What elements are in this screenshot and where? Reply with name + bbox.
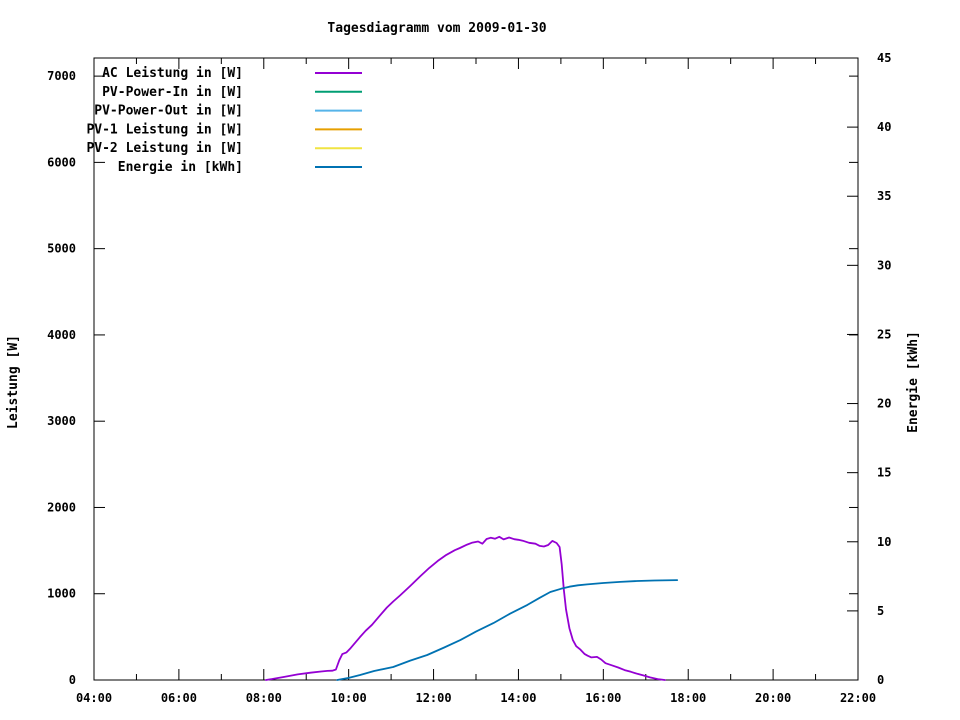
y-right-tick-label: 5 — [877, 604, 884, 618]
x-tick-label: 08:00 — [246, 691, 282, 705]
x-tick-label: 06:00 — [161, 691, 197, 705]
legend-item: PV-Power-Out in [W] — [94, 104, 362, 119]
y-left-tick-label: 6000 — [47, 155, 76, 169]
x-tick-label: 22:00 — [840, 691, 876, 705]
y-left-tick-label: 1000 — [47, 587, 76, 601]
y-left-tick-label: 0 — [69, 673, 76, 687]
legend: AC Leistung in [W] PV-Power-In in [W] PV-P… — [86, 66, 362, 175]
x-tick-label: 12:00 — [415, 691, 451, 705]
legend-label: PV-2 Leistung in [W] — [86, 141, 243, 156]
y-left-tick-label: 2000 — [47, 500, 76, 514]
legend-label: PV-1 Leistung in [W] — [86, 122, 243, 137]
y-right-tick-label: 35 — [877, 189, 891, 203]
legend-item: Energie in [kWh] — [118, 160, 362, 175]
y-right-tick-label: 15 — [877, 466, 891, 480]
y-left-tick-label: 7000 — [47, 69, 76, 83]
x-tick-label: 10:00 — [331, 691, 367, 705]
legend-label: PV-Power-In in [W] — [102, 85, 243, 100]
y-axis-left: 0 1000 2000 3000 4000 5000 6000 7000 Leistung [W… — [6, 69, 858, 687]
x-tick-label: 04:00 — [76, 691, 112, 705]
y-right-tick-label: 0 — [877, 673, 884, 687]
x-tick-label: 16:00 — [585, 691, 621, 705]
x-axis: 04:00 06:00 08:00 10:00 12:00 14:00 16:00 18:00… — [76, 58, 876, 705]
legend-label: PV-Power-Out in [W] — [94, 104, 243, 119]
y-left-tick-label: 5000 — [47, 242, 76, 256]
legend-item: PV-Power-In in [W] — [102, 85, 362, 100]
x-tick-label: 18:00 — [670, 691, 706, 705]
y-left-tick-label: 3000 — [47, 414, 76, 428]
y-right-tick-label: 10 — [877, 535, 891, 549]
y-right-tick-label: 30 — [877, 258, 891, 272]
y-right-tick-label: 25 — [877, 327, 891, 341]
legend-item: AC Leistung in [W] — [102, 66, 362, 81]
legend-item: PV-1 Leistung in [W] — [86, 122, 362, 137]
y-axis-right: 0 5 10 15 20 25 30 35 40 45 Energie [kWh] — [847, 51, 921, 687]
x-tick-label: 14:00 — [500, 691, 536, 705]
y-right-axis-label: Energie [kWh] — [906, 331, 921, 433]
y-right-tick-label: 45 — [877, 51, 891, 65]
legend-label: Energie in [kWh] — [118, 160, 243, 175]
y-right-tick-label: 20 — [877, 397, 891, 411]
series-line — [264, 535, 666, 681]
y-left-tick-label: 4000 — [47, 328, 76, 342]
chart-title: Tagesdiagramm vom 2009-01-30 — [327, 21, 547, 36]
y-right-tick-label: 40 — [877, 120, 891, 134]
y-left-axis-label: Leistung [W] — [6, 335, 21, 429]
series-line — [336, 579, 679, 681]
series-lines — [264, 535, 679, 681]
legend-label: AC Leistung in [W] — [102, 66, 243, 81]
legend-item: PV-2 Leistung in [W] — [86, 141, 362, 156]
x-tick-label: 20:00 — [755, 691, 791, 705]
